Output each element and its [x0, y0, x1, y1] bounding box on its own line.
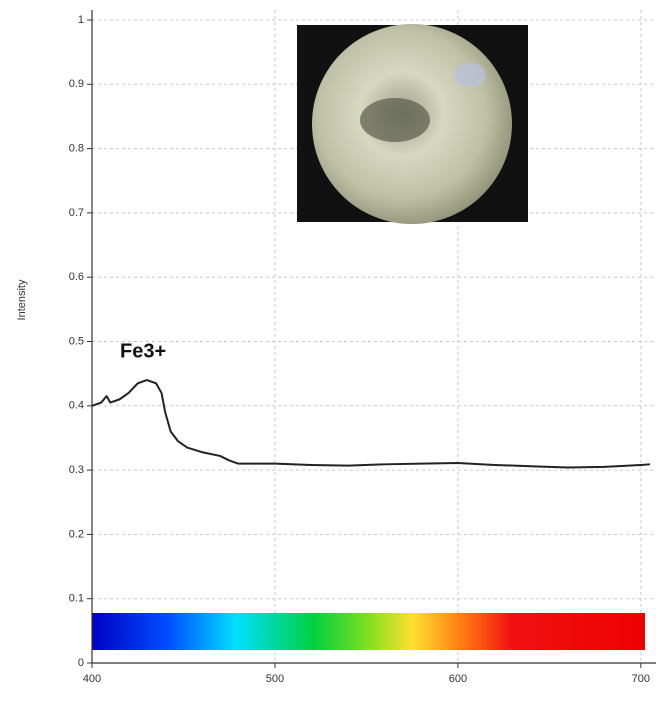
- page: {"chart_data": {"type": "line", "y_label…: [0, 0, 656, 706]
- gem-shadow: [360, 98, 430, 142]
- chart: Intensity Fe3+ 0 0.1 0.2 0.3 0.4 0.5 0.6 0.7 0.8…: [0, 0, 656, 706]
- x-tick-label: 400: [83, 673, 101, 685]
- x-tick-label: 600: [449, 673, 467, 685]
- y-tick-label: 0.2: [69, 528, 84, 540]
- spectrum-bar: [92, 613, 645, 650]
- x-tick-label: 500: [266, 673, 284, 685]
- x-tick-label: 700: [632, 673, 650, 685]
- y-tick-label: 0.4: [69, 400, 84, 412]
- series-line: [92, 380, 650, 467]
- gem-highlight: [454, 63, 486, 87]
- y-tick-label: 0.1: [69, 593, 84, 605]
- y-axis-label: Intensity: [16, 279, 28, 320]
- y-tick-label: 0.8: [69, 143, 84, 155]
- y-tick-label: 1: [78, 14, 84, 26]
- y-tick-label: 0.6: [69, 271, 84, 283]
- y-tick-label: 0.7: [69, 207, 84, 219]
- y-tick-label: 0.9: [69, 78, 84, 90]
- y-tick-label: 0: [78, 657, 84, 669]
- y-tick-label: 0.3: [69, 464, 84, 476]
- annotation: Fe3+: [120, 340, 166, 362]
- y-tick-label: 0.5: [69, 335, 84, 347]
